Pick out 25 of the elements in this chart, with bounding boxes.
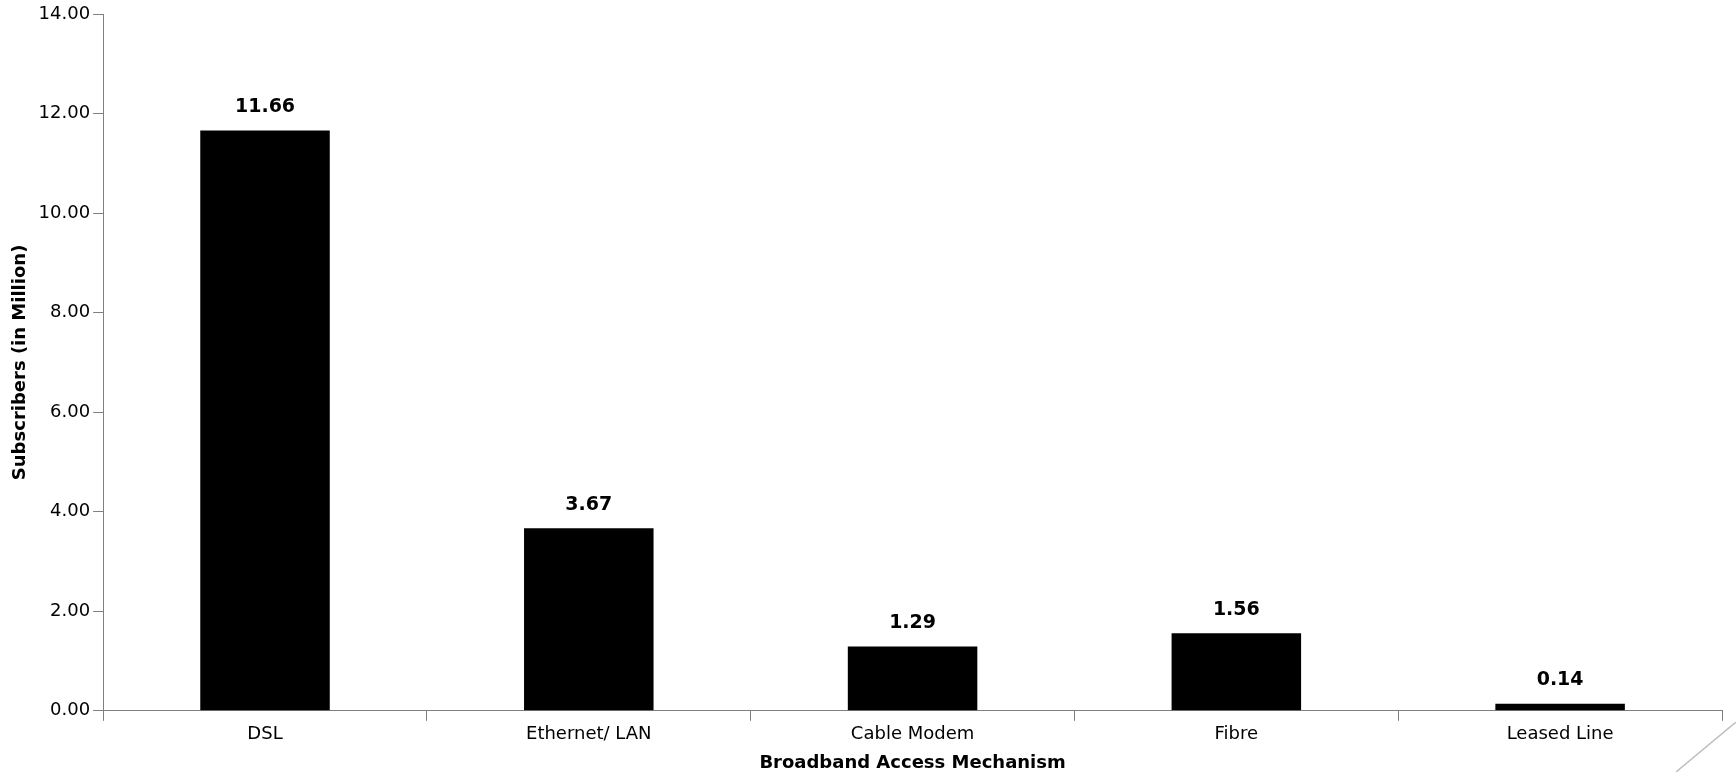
bar bbox=[200, 130, 330, 711]
bar bbox=[1171, 633, 1302, 711]
y-tick-label: 4.00 bbox=[50, 499, 91, 521]
bar bbox=[1495, 703, 1625, 711]
y-tick-label: 2.00 bbox=[50, 598, 91, 620]
x-tick-label: Fibre bbox=[1214, 722, 1259, 744]
bar bbox=[847, 646, 978, 711]
data-label: 3.67 bbox=[565, 491, 613, 514]
x-tick-label: Leased Line bbox=[1506, 722, 1614, 744]
data-label: 1.56 bbox=[1212, 596, 1260, 619]
y-tick-label: 12.00 bbox=[38, 101, 91, 123]
x-tick-label: Ethernet/ LAN bbox=[526, 722, 652, 744]
y-tick-label: 10.00 bbox=[38, 200, 91, 222]
bar bbox=[524, 528, 654, 711]
x-axis-title: Broadband Access Mechanism bbox=[759, 750, 1066, 772]
y-tick-label: 6.00 bbox=[50, 399, 91, 421]
data-label: 0.14 bbox=[1536, 667, 1584, 690]
y-tick-label: 8.00 bbox=[50, 300, 91, 322]
y-tick-label: 14.00 bbox=[38, 1, 91, 23]
data-label: 11.66 bbox=[234, 93, 296, 116]
x-tick-label: Cable Modem bbox=[850, 722, 975, 744]
y-tick-label: 0.00 bbox=[50, 698, 91, 720]
data-label: 1.29 bbox=[889, 610, 937, 633]
y-axis-title: Subscribers (in Million) bbox=[8, 244, 30, 481]
x-tick-label: DSL bbox=[247, 722, 283, 744]
